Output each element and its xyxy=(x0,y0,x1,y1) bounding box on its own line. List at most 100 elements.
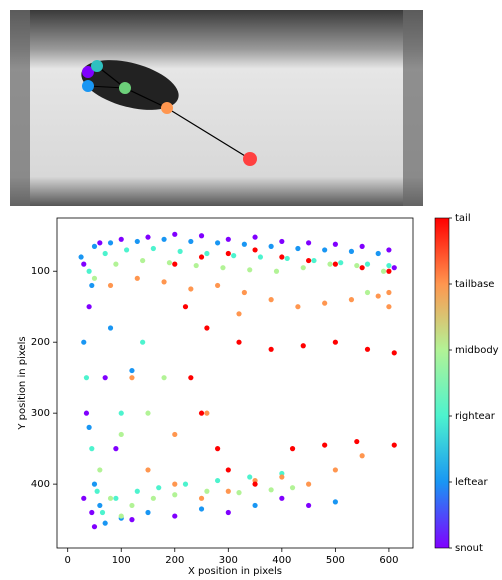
point xyxy=(295,304,300,309)
y-axis-label: Y position in pixels xyxy=(17,336,28,430)
point xyxy=(103,521,108,526)
point xyxy=(252,235,257,240)
point xyxy=(95,489,100,494)
point xyxy=(124,247,129,252)
arena-photo xyxy=(10,10,423,206)
y-tick-label: 400 xyxy=(31,479,50,490)
point xyxy=(78,254,83,259)
point xyxy=(92,482,97,487)
point xyxy=(226,251,231,256)
x-tick-label: 0 xyxy=(65,555,71,566)
point xyxy=(87,269,92,274)
point xyxy=(172,492,177,497)
series xyxy=(81,232,397,530)
video-frame xyxy=(10,10,423,206)
point xyxy=(199,254,204,259)
point xyxy=(135,239,140,244)
point xyxy=(89,446,94,451)
point xyxy=(381,269,386,274)
point xyxy=(386,290,391,295)
point xyxy=(392,442,397,447)
series xyxy=(108,276,392,501)
point xyxy=(333,262,338,267)
point xyxy=(140,258,145,263)
x-axis-label: X position in pixels xyxy=(188,566,282,576)
point xyxy=(295,246,300,251)
point xyxy=(103,375,108,380)
legend-label: leftear xyxy=(455,477,488,488)
point xyxy=(119,513,124,518)
point xyxy=(365,262,370,267)
point xyxy=(220,265,225,270)
point xyxy=(188,239,193,244)
point xyxy=(306,240,311,245)
point xyxy=(333,467,338,472)
point xyxy=(204,411,209,416)
point xyxy=(172,262,177,267)
point xyxy=(172,232,177,237)
point xyxy=(92,524,97,529)
point xyxy=(215,446,220,451)
point xyxy=(290,485,295,490)
point xyxy=(135,276,140,281)
point xyxy=(215,478,220,483)
series xyxy=(172,247,397,486)
point xyxy=(145,411,150,416)
point xyxy=(226,237,231,242)
point xyxy=(188,286,193,291)
point xyxy=(113,262,118,267)
point xyxy=(226,467,231,472)
point xyxy=(167,260,172,265)
x-tick-label: 100 xyxy=(112,555,131,566)
legend-label: tail xyxy=(455,213,471,224)
point xyxy=(290,446,295,451)
point xyxy=(145,467,150,472)
point xyxy=(279,474,284,479)
point xyxy=(87,304,92,309)
point xyxy=(113,496,118,501)
point xyxy=(215,240,220,245)
point xyxy=(386,269,391,274)
point xyxy=(226,510,231,515)
point xyxy=(81,340,86,345)
point xyxy=(156,485,161,490)
point xyxy=(354,263,359,268)
point xyxy=(327,262,332,267)
point xyxy=(89,510,94,515)
point xyxy=(161,237,166,242)
point xyxy=(135,489,140,494)
arena-wall xyxy=(403,10,423,206)
point xyxy=(199,496,204,501)
y-tick-label: 200 xyxy=(31,337,50,348)
point xyxy=(84,375,89,380)
point xyxy=(97,467,102,472)
point xyxy=(199,233,204,238)
x-tick-label: 500 xyxy=(326,555,345,566)
point xyxy=(322,247,327,252)
point xyxy=(119,237,124,242)
point xyxy=(386,304,391,309)
point xyxy=(392,265,397,270)
point xyxy=(145,235,150,240)
point xyxy=(108,325,113,330)
point xyxy=(365,347,370,352)
point xyxy=(87,425,92,430)
point xyxy=(108,240,113,245)
series xyxy=(78,237,380,526)
point xyxy=(285,256,290,261)
point xyxy=(392,350,397,355)
point xyxy=(360,453,365,458)
point xyxy=(172,432,177,437)
point xyxy=(119,432,124,437)
point xyxy=(100,510,105,515)
point xyxy=(247,267,252,272)
point xyxy=(338,260,343,265)
legend-label: tailbase xyxy=(455,279,494,290)
point xyxy=(145,510,150,515)
point xyxy=(247,474,252,479)
point xyxy=(89,283,94,288)
keypoint xyxy=(161,102,173,114)
point xyxy=(301,343,306,348)
point xyxy=(322,442,327,447)
keypoint xyxy=(91,60,103,72)
